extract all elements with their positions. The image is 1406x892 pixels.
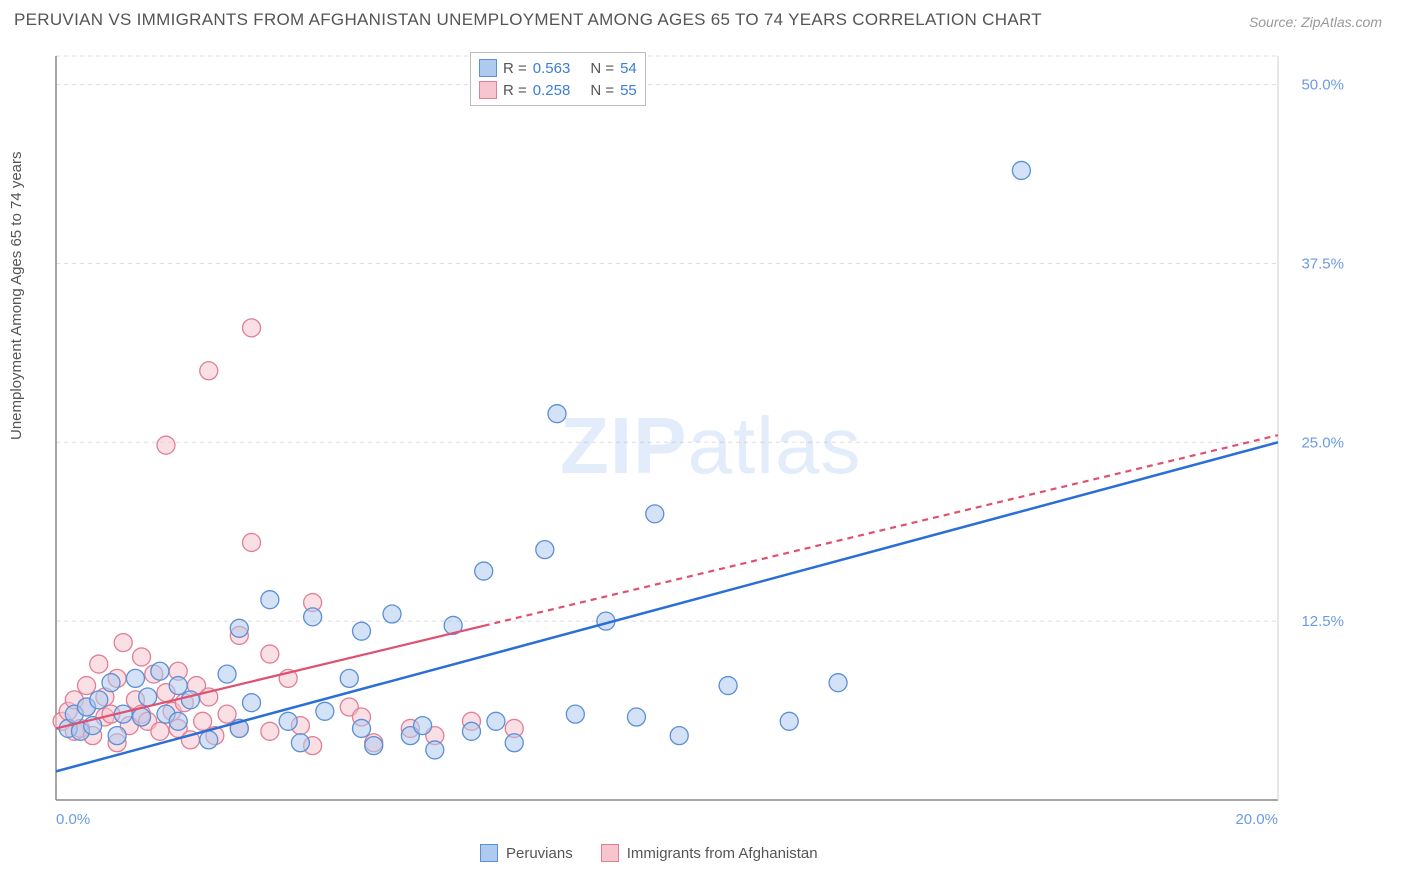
scatter-point bbox=[261, 645, 279, 663]
y-tick-label: 37.5% bbox=[1301, 255, 1344, 272]
chart-plot-area: 12.5% 25.0% 37.5% 50.0% 0.0% 20.0% bbox=[50, 50, 1350, 830]
trend-line bbox=[56, 442, 1278, 771]
chart-svg: 12.5% 25.0% 37.5% 50.0% 0.0% 20.0% bbox=[50, 50, 1350, 830]
scatter-point bbox=[139, 688, 157, 706]
scatter-point bbox=[200, 362, 218, 380]
scatter-point bbox=[353, 719, 371, 737]
scatter-point bbox=[548, 405, 566, 423]
scatter-point bbox=[670, 727, 688, 745]
scatter-point bbox=[505, 734, 523, 752]
scatter-point bbox=[414, 717, 432, 735]
scatter-point bbox=[102, 674, 120, 692]
y-tick-label: 50.0% bbox=[1301, 77, 1344, 94]
scatter-point bbox=[151, 722, 169, 740]
legend-n-label: N = bbox=[590, 82, 614, 99]
scatter-point bbox=[78, 677, 96, 695]
source-attribution: Source: ZipAtlas.com bbox=[1249, 14, 1382, 30]
legend-series-item: Immigrants from Afghanistan bbox=[601, 844, 818, 862]
scatter-point bbox=[475, 562, 493, 580]
scatter-point bbox=[279, 712, 297, 730]
legend-correlation-row: R = 0.563 N = 54 bbox=[479, 57, 637, 79]
scatter-point bbox=[829, 674, 847, 692]
scatter-point bbox=[108, 727, 126, 745]
scatter-point bbox=[426, 741, 444, 759]
legend-n-label: N = bbox=[590, 60, 614, 77]
legend-series-label: Immigrants from Afghanistan bbox=[627, 845, 818, 862]
scatter-point bbox=[90, 691, 108, 709]
scatter-point bbox=[243, 319, 261, 337]
legend-correlation-row: R = 0.258 N = 55 bbox=[479, 79, 637, 101]
scatter-point bbox=[462, 722, 480, 740]
legend-r-label: R = bbox=[503, 82, 527, 99]
legend-swatch bbox=[479, 81, 497, 99]
legend-correlation-box: R = 0.563 N = 54 R = 0.258 N = 55 bbox=[470, 52, 646, 106]
scatter-point bbox=[218, 705, 236, 723]
scatter-point bbox=[365, 737, 383, 755]
scatter-point bbox=[133, 708, 151, 726]
scatter-point bbox=[230, 619, 248, 637]
scatter-point bbox=[90, 655, 108, 673]
scatter-point bbox=[261, 722, 279, 740]
scatter-point bbox=[133, 648, 151, 666]
scatter-point bbox=[780, 712, 798, 730]
x-tick-label: 20.0% bbox=[1235, 811, 1278, 828]
scatter-point bbox=[114, 634, 132, 652]
scatter-point bbox=[181, 691, 199, 709]
scatter-point bbox=[261, 591, 279, 609]
scatter-point bbox=[646, 505, 664, 523]
legend-series-label: Peruvians bbox=[506, 845, 573, 862]
scatter-point bbox=[151, 662, 169, 680]
scatter-point bbox=[169, 712, 187, 730]
legend-n-value: 54 bbox=[620, 60, 637, 77]
scatter-point bbox=[536, 541, 554, 559]
scatter-point bbox=[353, 622, 371, 640]
scatter-point bbox=[126, 669, 144, 687]
chart-title: PERUVIAN VS IMMIGRANTS FROM AFGHANISTAN … bbox=[14, 10, 1042, 30]
legend-series-item: Peruvians bbox=[480, 844, 573, 862]
scatter-point bbox=[243, 533, 261, 551]
legend-r-label: R = bbox=[503, 60, 527, 77]
legend-r-value: 0.258 bbox=[533, 82, 571, 99]
scatter-point bbox=[157, 436, 175, 454]
legend-swatch bbox=[601, 844, 619, 862]
scatter-point bbox=[566, 705, 584, 723]
scatter-point bbox=[316, 702, 334, 720]
y-axis-label: Unemployment Among Ages 65 to 74 years bbox=[8, 151, 25, 440]
scatter-point bbox=[340, 669, 358, 687]
trend-line-extrapolated bbox=[484, 435, 1278, 626]
scatter-point bbox=[243, 694, 261, 712]
legend-n-value: 55 bbox=[620, 82, 637, 99]
scatter-point bbox=[291, 734, 309, 752]
scatter-point bbox=[169, 677, 187, 695]
scatter-point bbox=[218, 665, 236, 683]
scatter-point bbox=[194, 712, 212, 730]
legend-series: Peruvians Immigrants from Afghanistan bbox=[480, 844, 818, 862]
scatter-point bbox=[1012, 161, 1030, 179]
y-tick-label: 12.5% bbox=[1301, 613, 1344, 630]
scatter-point bbox=[487, 712, 505, 730]
y-tick-label: 25.0% bbox=[1301, 434, 1344, 451]
scatter-point bbox=[383, 605, 401, 623]
x-tick-label: 0.0% bbox=[56, 811, 90, 828]
scatter-point bbox=[627, 708, 645, 726]
legend-swatch bbox=[479, 59, 497, 77]
scatter-point bbox=[200, 731, 218, 749]
legend-swatch bbox=[480, 844, 498, 862]
scatter-point bbox=[304, 608, 322, 626]
legend-r-value: 0.563 bbox=[533, 60, 571, 77]
scatter-point bbox=[719, 677, 737, 695]
